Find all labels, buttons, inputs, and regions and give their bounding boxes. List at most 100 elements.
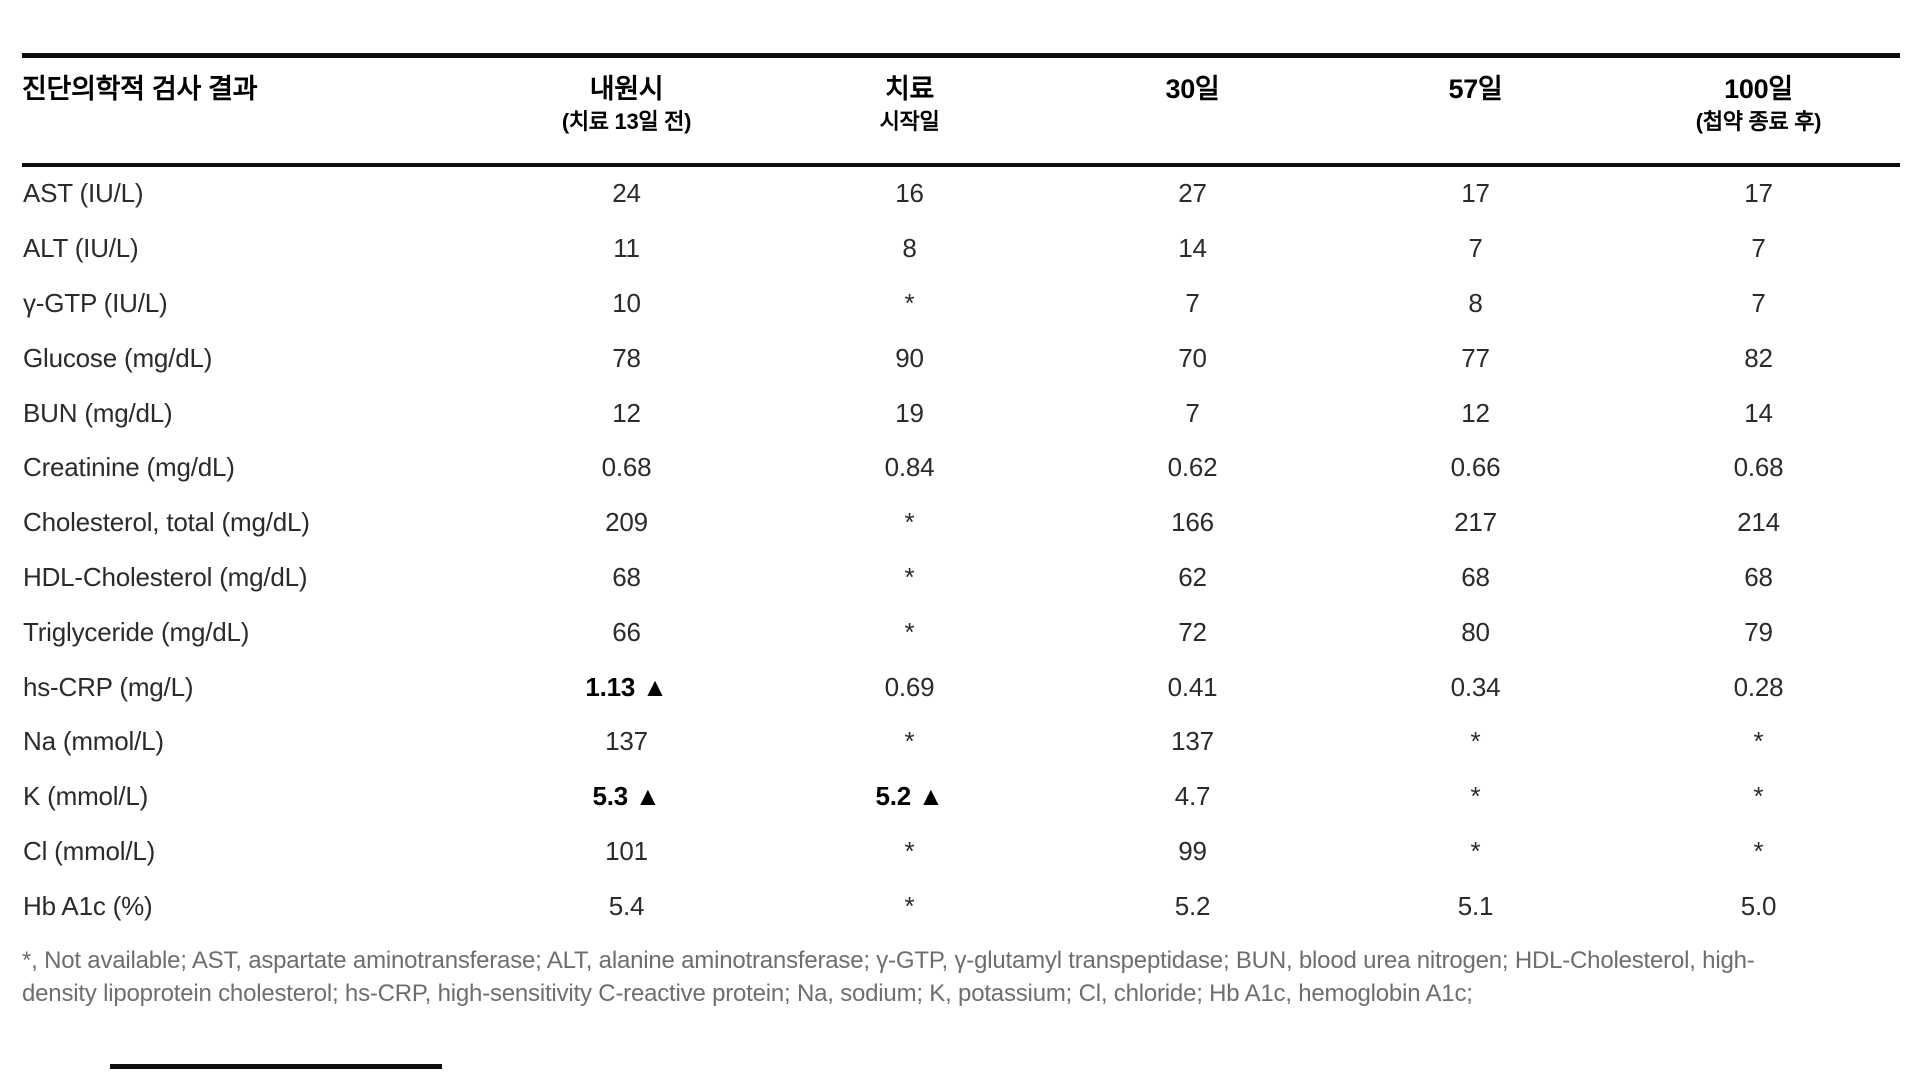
table-header-row: 진단의학적 검사 결과 내원시 (치료 13일 전) 치료 시작일 30일 57…: [22, 58, 1900, 163]
table-row: Glucose (mg/dL) 78 90 70 77 82: [22, 331, 1900, 386]
cell-value: 7: [1185, 287, 1200, 318]
table-row: hs-CRP (mg/L) 1.13 ▲ 0.69 0.41 0.34 0.28: [22, 660, 1900, 715]
cell-value: 217: [1454, 507, 1497, 538]
cell-value: 0.34: [1450, 671, 1501, 702]
table-row: Triglyceride (mg/dL) 66 * 72 80 79: [22, 605, 1900, 660]
cell-value: *: [904, 616, 915, 647]
row-label: ALT (IU/L): [23, 233, 139, 264]
cell-value: 24: [612, 178, 641, 209]
cell-value: 72: [1178, 616, 1207, 647]
table-row: Hb A1c (%) 5.4 * 5.2 5.1 5.0: [22, 879, 1900, 934]
table-row: Cl (mmol/L) 101 * 99 * *: [22, 824, 1900, 879]
cell-value: 0.62: [1167, 452, 1218, 483]
cell-value: 1.13 ▲: [585, 671, 668, 702]
cell-value: 80: [1461, 616, 1490, 647]
table-row: Cholesterol, total (mg/dL) 209 * 166 217 214: [22, 495, 1900, 550]
cell-value: 68: [1744, 561, 1773, 592]
cell-value: 78: [612, 342, 641, 373]
row-label: Triglyceride (mg/dL): [23, 616, 250, 647]
cell-value: 5.2: [1174, 890, 1211, 921]
row-label: hs-CRP (mg/L): [23, 671, 194, 702]
column-header-day57: 57일: [1448, 73, 1503, 104]
cell-value: 0.41: [1167, 671, 1218, 702]
cell-value: 5.2 ▲: [875, 781, 944, 812]
cell-value: 99: [1178, 835, 1207, 866]
cell-value: *: [1753, 726, 1764, 757]
cell-value: 0.28: [1733, 671, 1784, 702]
row-label: Glucose (mg/dL): [23, 342, 213, 373]
table-header-rule: [22, 162, 1900, 167]
cell-value: 19: [895, 397, 924, 428]
cell-value: 5.0: [1740, 890, 1777, 921]
cell-value: 8: [902, 233, 917, 264]
cell-value: 90: [895, 342, 924, 373]
row-label: Na (mmol/L): [23, 726, 164, 757]
row-label: K (mmol/L): [23, 781, 149, 812]
cell-value: 0.68: [601, 452, 652, 483]
column-header-admission: 내원시 (치료 13일 전): [561, 73, 692, 134]
cell-value: *: [1753, 835, 1764, 866]
cell-value: 17: [1461, 178, 1490, 209]
cell-value: 137: [605, 726, 648, 757]
cell-value: 5.4: [608, 890, 645, 921]
column-header-day100: 100일 (첩약 종료 후): [1695, 73, 1822, 134]
table-row: Na (mmol/L) 137 * 137 * *: [22, 714, 1900, 769]
cell-value: *: [1753, 781, 1764, 812]
footnote-line: density lipoprotein cholesterol; hs-CRP,…: [22, 979, 1473, 1007]
cell-value: 214: [1737, 507, 1780, 538]
column-header-text: 진단의학적 검사 결과: [22, 73, 258, 104]
cell-value: 8: [1468, 287, 1483, 318]
row-label: γ-GTP (IU/L): [23, 287, 168, 318]
table-row: HDL-Cholesterol (mg/dL) 68 * 62 68 68: [22, 550, 1900, 605]
cell-value: 12: [1461, 397, 1490, 428]
table-row: γ-GTP (IU/L) 10 * 7 8 7: [22, 276, 1900, 331]
cell-value: 166: [1171, 507, 1214, 538]
table-row: K (mmol/L) 5.3 ▲ 5.2 ▲ 4.7 * *: [22, 769, 1900, 824]
cell-value: 0.84: [884, 452, 935, 483]
cell-value: 7: [1468, 233, 1483, 264]
cell-value: 7: [1185, 397, 1200, 428]
cell-value: *: [904, 287, 915, 318]
cell-value: *: [1470, 726, 1481, 757]
cell-value: 66: [612, 616, 641, 647]
table-row: ALT (IU/L) 11 8 14 7 7: [22, 221, 1900, 276]
cell-value: *: [904, 726, 915, 757]
cell-value: *: [904, 507, 915, 538]
cell-value: 12: [612, 397, 641, 428]
cell-value: 4.7: [1174, 781, 1211, 812]
table-body: AST (IU/L) 24 16 27 17 17 ALT (IU/L) 11 8 14 7 7 γ-G…: [22, 167, 1900, 934]
cell-value: 62: [1178, 561, 1207, 592]
table-top-rule: [22, 53, 1900, 58]
results-table: 진단의학적 검사 결과 내원시 (치료 13일 전) 치료 시작일 30일 57…: [22, 0, 1900, 1010]
row-label: Hb A1c (%): [23, 890, 153, 921]
cell-value: 10: [612, 287, 641, 318]
row-label: HDL-Cholesterol (mg/dL): [23, 561, 308, 592]
row-label: BUN (mg/dL): [23, 397, 173, 428]
cell-value: 14: [1744, 397, 1773, 428]
cell-value: 70: [1178, 342, 1207, 373]
cell-value: 16: [895, 178, 924, 209]
cell-value: 68: [1461, 561, 1490, 592]
cell-value: 0.66: [1450, 452, 1501, 483]
cell-value: 5.3 ▲: [592, 781, 661, 812]
cell-value: 79: [1744, 616, 1773, 647]
next-table-top-rule: [110, 1064, 442, 1069]
cell-value: 7: [1751, 233, 1766, 264]
table-row: BUN (mg/dL) 12 19 7 12 14: [22, 386, 1900, 441]
footnote-line: *, Not available; AST, aspartate aminotr…: [22, 946, 1755, 974]
footnote: *, Not available; AST, aspartate aminotr…: [22, 944, 1900, 1010]
cell-value: 68: [612, 561, 641, 592]
row-label: AST (IU/L): [23, 178, 144, 209]
cell-value: 17: [1744, 178, 1773, 209]
column-header-day30: 30일: [1165, 73, 1220, 104]
table-row: AST (IU/L) 24 16 27 17 17: [22, 167, 1900, 222]
cell-value: 209: [605, 507, 648, 538]
cell-value: 0.68: [1733, 452, 1784, 483]
cell-value: 0.69: [884, 671, 935, 702]
cell-value: *: [1470, 835, 1481, 866]
cell-value: *: [1470, 781, 1481, 812]
column-header-treatment-start: 치료 시작일: [879, 73, 940, 134]
table-row: Creatinine (mg/dL) 0.68 0.84 0.62 0.66 0.68: [22, 440, 1900, 495]
cell-value: 137: [1171, 726, 1214, 757]
